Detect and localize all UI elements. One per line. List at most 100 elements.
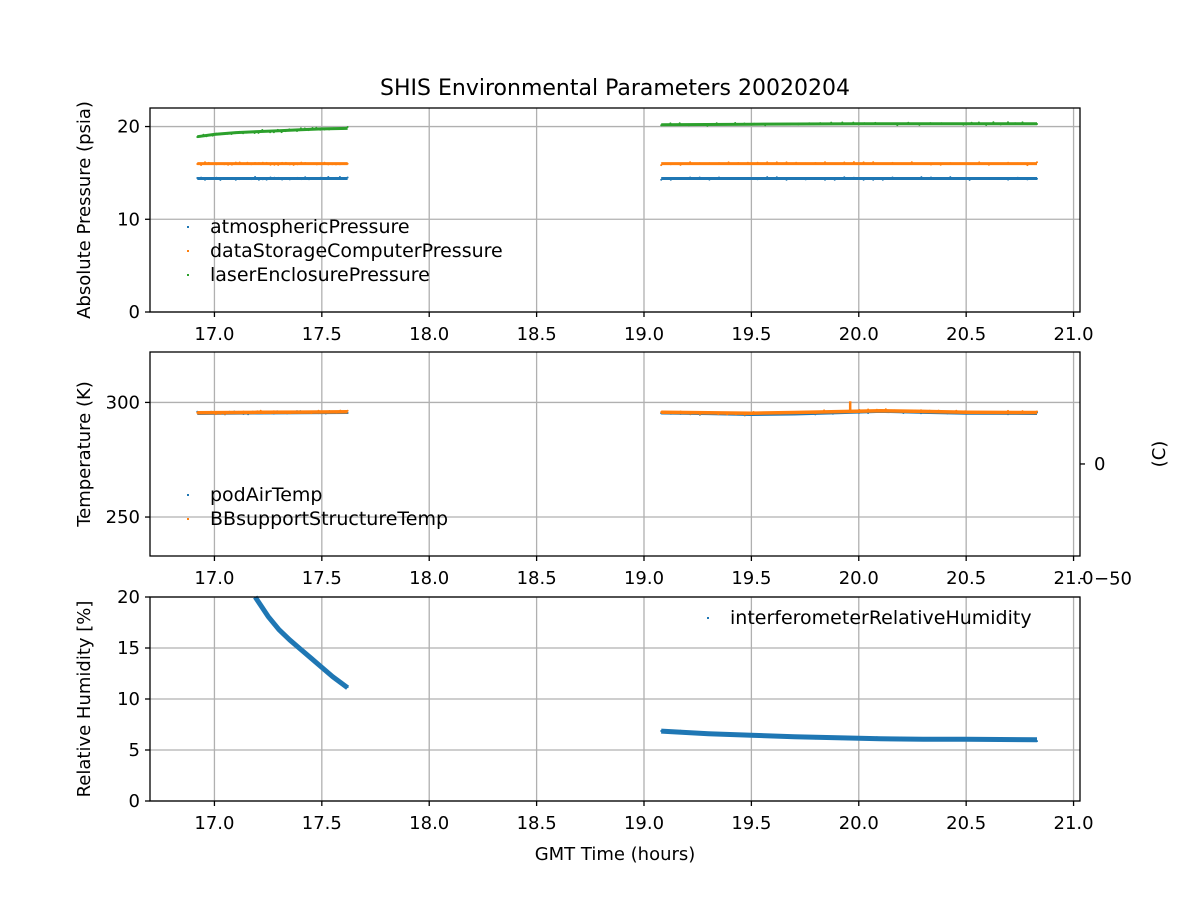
data-point <box>978 161 981 164</box>
data-point <box>207 161 210 164</box>
data-point <box>230 163 233 166</box>
data-point <box>273 176 276 179</box>
data-point <box>698 732 701 735</box>
data-point <box>276 411 279 414</box>
data-point <box>337 680 340 683</box>
data-point <box>795 178 798 180</box>
data-point <box>992 411 995 414</box>
x-tick-label: 20.5 <box>946 813 986 834</box>
data-point <box>307 654 310 657</box>
data-point <box>875 408 878 411</box>
data-point <box>309 655 312 658</box>
data-point <box>761 411 764 414</box>
data-point <box>292 163 295 166</box>
data-point <box>313 410 316 413</box>
data-point <box>261 178 264 181</box>
data-point <box>930 176 932 179</box>
data-point <box>787 411 790 413</box>
legend-marker <box>707 617 709 619</box>
data-point <box>346 409 349 412</box>
data-point <box>257 162 260 165</box>
data-point <box>261 161 264 164</box>
right-y-axis-label: (C) <box>1149 441 1170 468</box>
data-point <box>920 162 923 165</box>
data-point <box>288 128 291 131</box>
data-point <box>276 627 279 630</box>
data-point <box>766 176 769 179</box>
data-point <box>697 123 700 126</box>
data-point <box>238 178 241 181</box>
data-point <box>937 409 940 412</box>
data-point <box>992 739 995 742</box>
data-point <box>955 737 958 740</box>
data-point <box>1007 409 1009 412</box>
axes-frame <box>149 351 1081 557</box>
data-point <box>242 163 245 165</box>
data-point <box>884 737 887 740</box>
data-point <box>968 162 971 165</box>
data-point <box>830 121 833 124</box>
data-point <box>660 411 663 414</box>
data-point <box>326 672 329 675</box>
x-tick-label: 20.5 <box>946 324 986 345</box>
y-axis-label: Absolute Pressure (psia) <box>74 101 95 319</box>
data-point <box>858 737 861 740</box>
data-point <box>737 177 740 180</box>
data-point <box>805 737 808 740</box>
data-point <box>718 176 720 179</box>
data-point <box>227 177 230 180</box>
data-point <box>824 178 826 181</box>
data-point <box>689 412 692 415</box>
data-point <box>279 411 282 414</box>
data-point <box>930 163 932 166</box>
data-point <box>1036 410 1038 413</box>
data-point <box>841 121 844 124</box>
x-tick-label: 21.0 <box>1054 568 1094 589</box>
data-point <box>324 411 327 414</box>
data-point <box>277 176 280 179</box>
data-point <box>734 122 737 124</box>
data-point <box>1014 122 1017 125</box>
data-point <box>823 735 826 738</box>
data-point <box>322 669 325 671</box>
data-point <box>215 163 218 166</box>
data-point <box>242 132 245 135</box>
x-tick-label: 19.5 <box>731 813 771 834</box>
data-point <box>862 161 865 164</box>
data-point <box>752 733 755 736</box>
data-point <box>324 671 327 674</box>
data-point <box>331 163 334 166</box>
data-point <box>862 178 865 181</box>
x-tick-label: 17.0 <box>194 568 234 589</box>
data-point <box>315 163 318 166</box>
data-point <box>306 411 309 414</box>
data-point <box>281 178 284 181</box>
data-point <box>885 122 888 125</box>
data-point <box>946 411 949 414</box>
data-point <box>311 177 314 180</box>
data-point <box>238 130 241 133</box>
data-point <box>331 177 334 180</box>
data-point <box>867 408 870 411</box>
data-point <box>679 177 682 180</box>
data-point <box>282 634 285 637</box>
data-point <box>872 178 875 181</box>
data-point <box>250 163 253 166</box>
data-point <box>843 161 846 164</box>
series-segment <box>661 408 1038 415</box>
data-point <box>302 650 305 653</box>
gridlines <box>150 352 1080 556</box>
data-point <box>222 132 225 135</box>
data-point <box>338 176 341 178</box>
data-point <box>752 411 755 413</box>
data-point <box>200 412 203 415</box>
data-point <box>292 129 295 132</box>
data-point <box>840 738 843 741</box>
data-point <box>262 608 265 611</box>
data-point <box>230 133 233 135</box>
data-point <box>250 178 253 181</box>
data-point <box>679 410 682 413</box>
data-point <box>920 409 922 412</box>
chart-title: SHIS Environmental Parameters 20020204 <box>380 76 850 101</box>
data-point <box>211 134 214 137</box>
